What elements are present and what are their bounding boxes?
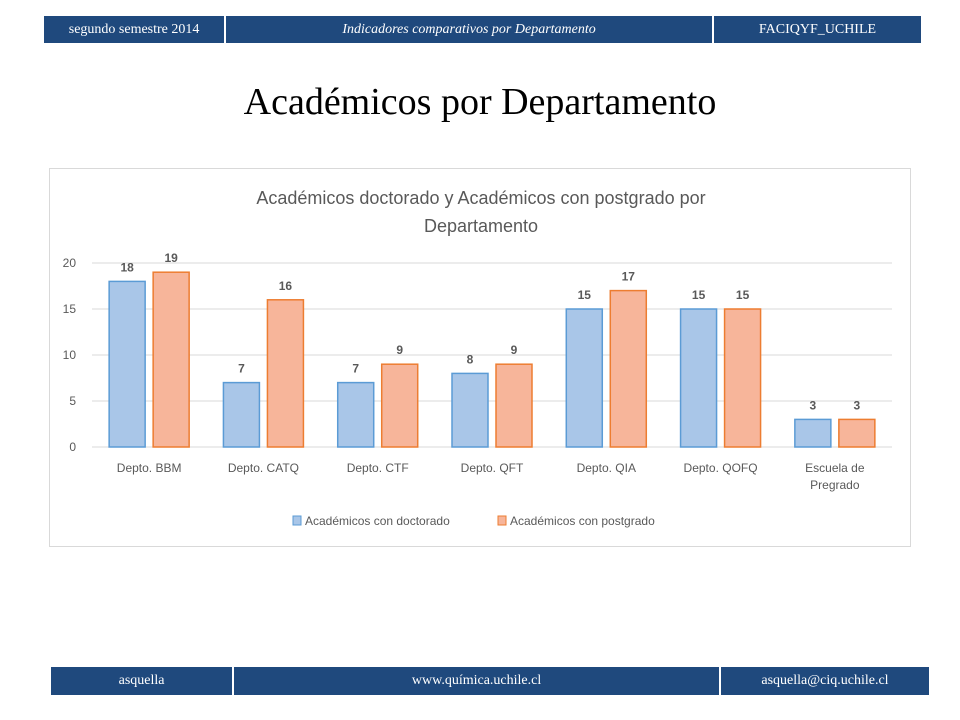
header-subject: Indicadores comparativos por Departament… — [226, 16, 714, 43]
data-label: 7 — [238, 362, 245, 376]
data-label: 3 — [810, 398, 817, 412]
bar-chart: Académicos doctorado y Académicos con po… — [63, 188, 892, 528]
data-label: 3 — [854, 398, 861, 412]
bar-series-2 — [723, 308, 762, 448]
legend-swatch — [292, 515, 302, 526]
bar-series-2 — [152, 271, 190, 448]
header-faculty: FACIQYF_UCHILE — [758, 21, 877, 37]
data-label: 9 — [511, 343, 518, 357]
footer-website: www.química.uchile.cl — [234, 667, 721, 695]
bar-series-2 — [266, 299, 305, 448]
legend-label: Académicos con doctorado — [305, 514, 450, 528]
data-label: 9 — [396, 343, 403, 357]
bar-series-1 — [451, 372, 489, 448]
data-label: 17 — [622, 270, 636, 284]
x-tick-label: Depto. QIA — [577, 461, 636, 475]
data-label: 15 — [736, 288, 750, 302]
footer-author: asquella — [51, 667, 235, 695]
y-tick-label: 10 — [63, 348, 77, 362]
header-semester: segundo semestre 2014 — [44, 16, 227, 43]
data-label: 16 — [279, 279, 293, 293]
data-label: 15 — [578, 288, 592, 302]
data-label: 15 — [692, 288, 706, 302]
bar-series-1 — [336, 381, 375, 448]
bar-series-1 — [108, 280, 146, 448]
bar-series-1 — [565, 308, 604, 448]
bar-series-1 — [679, 308, 718, 448]
x-tick-label: Depto. QFT — [461, 461, 524, 475]
y-tick-label: 20 — [63, 256, 77, 270]
chart-title-line: Departamento — [424, 216, 538, 236]
x-tick-label: Depto. QOFQ — [684, 461, 758, 475]
chart-title-line: Académicos doctorado y Académicos con po… — [256, 188, 705, 208]
data-label: 19 — [164, 251, 178, 265]
bar-series-2 — [609, 289, 648, 448]
y-tick-label: 15 — [63, 302, 77, 316]
header-band: segundo semestre 2014 Indicadores compar… — [44, 16, 921, 43]
bar-series-1 — [794, 418, 832, 448]
y-tick-label: 5 — [69, 394, 76, 408]
x-tick-label: Depto. CTF — [347, 461, 409, 475]
bar-series-2 — [380, 363, 419, 448]
footer-email: asquella@ciq.uchile.cl — [761, 673, 889, 688]
legend-label: Académicos con postgrado — [510, 514, 655, 528]
data-label: 8 — [467, 352, 474, 366]
data-label: 7 — [352, 362, 359, 376]
x-tick-label: Depto. CATQ — [228, 461, 299, 475]
y-tick-label: 0 — [69, 440, 76, 454]
data-label: 18 — [120, 260, 134, 274]
legend-swatch — [497, 515, 507, 526]
chart-frame: Académicos doctorado y Académicos con po… — [49, 168, 911, 547]
bar-series-2 — [838, 418, 876, 448]
slide-title: Académicos por Departamento — [243, 81, 717, 123]
x-tick-label: Escuela de — [805, 461, 865, 475]
x-tick-label: Pregrado — [810, 478, 860, 492]
footer-band: asquella www.química.uchile.cl asquella@… — [51, 667, 929, 695]
bar-series-1 — [222, 381, 261, 448]
x-tick-label: Depto. BBM — [117, 461, 182, 475]
bar-series-2 — [495, 363, 533, 448]
